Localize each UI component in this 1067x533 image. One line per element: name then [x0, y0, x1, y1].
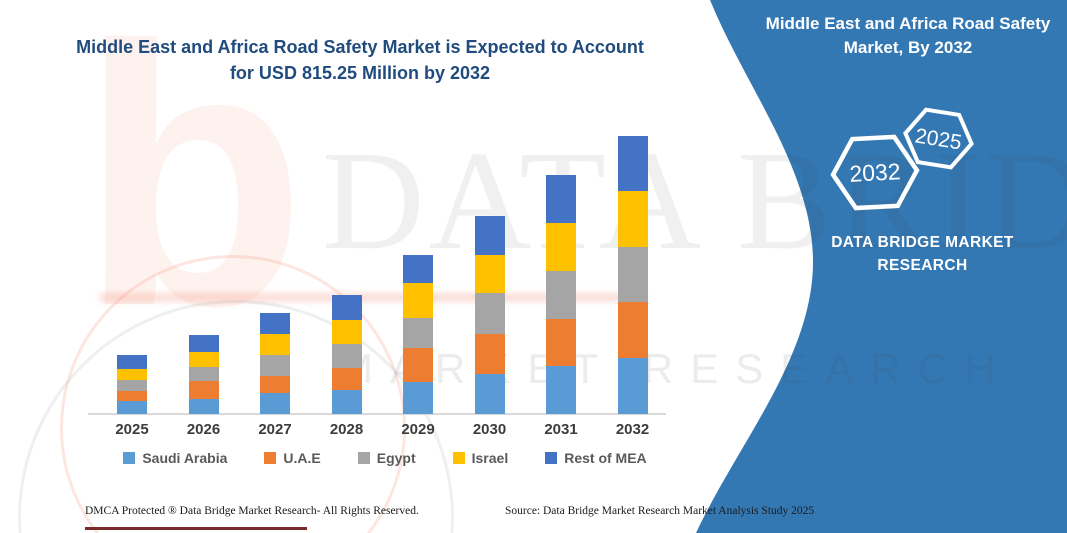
legend-label-u-a-e: U.A.E [283, 450, 321, 466]
hexagon-badges: 2025 2032 [830, 107, 974, 211]
bar-segment-israel [546, 223, 576, 271]
bar-segment-u-a-e [403, 347, 433, 382]
bar-segment-saudi-arabia [617, 357, 648, 414]
legend-label-saudi-arabia: Saudi Arabia [142, 450, 228, 466]
legend-swatch-u-a-e [264, 452, 277, 464]
x-tick-label-2030: 2030 [472, 421, 507, 438]
x-tick-label-2031: 2031 [544, 421, 578, 438]
legend-swatch-egypt [357, 452, 370, 464]
bar-2027 [260, 312, 290, 414]
bar-segment-u-a-e [617, 302, 648, 358]
panel-title-line-1: Middle East and Africa Road Safety [765, 14, 1051, 33]
bar-segment-u-a-e [117, 390, 147, 402]
bar-2031 [546, 175, 576, 414]
bar-segment-egypt [546, 270, 576, 319]
watermark-underline [100, 293, 645, 302]
legend-item-u-a-e: U.A.E [264, 450, 321, 466]
x-tick-label-2032: 2032 [615, 421, 650, 438]
bar-2025 [117, 355, 147, 414]
bar-2026 [188, 334, 219, 414]
legend-swatch-saudi-arabia [123, 452, 136, 464]
bar-segment-saudi-arabia [260, 392, 290, 414]
bar-segment-egypt [403, 317, 433, 348]
brand-text: DATA BRIDGE MARKET RESEARCH [790, 231, 1055, 278]
bar-segment-rest-of-mea [331, 294, 362, 321]
x-tick-label-2025: 2025 [115, 421, 149, 438]
source-note: Source: Data Bridge Market Research Mark… [505, 505, 815, 517]
bar-segment-u-a-e [331, 367, 362, 390]
side-panel-background [696, 0, 1067, 533]
bar-segment-saudi-arabia [188, 399, 219, 414]
bar-segment-saudi-arabia [331, 389, 362, 414]
bar-segment-rest-of-mea [188, 334, 219, 352]
legend-label-rest-of-mea: Rest of MEA [564, 450, 647, 466]
hexagon-2032-icon: 2032 [830, 134, 920, 211]
bar-segment-rest-of-mea [474, 215, 505, 255]
bar-2030 [474, 215, 505, 414]
bar-segment-u-a-e [260, 375, 290, 393]
bar-segment-israel [331, 320, 362, 345]
legend-item-israel: Israel [452, 450, 509, 466]
bar-2029 [403, 254, 433, 414]
legend-label-egypt: Egypt [376, 450, 416, 466]
dmca-notice: DMCA Protected ® Data Bridge Market Rese… [85, 505, 419, 517]
bar-segment-saudi-arabia [474, 374, 505, 414]
bar-segment-egypt [474, 292, 505, 334]
page-title: Middle East and Africa Road Safety Marke… [70, 34, 650, 86]
x-tick-label-2027: 2027 [258, 421, 292, 438]
page-title-line-1: Middle East and Africa Road Safety Marke… [76, 37, 644, 57]
hexagon-2025-label: 2025 [913, 124, 963, 154]
bar-segment-israel [260, 334, 290, 356]
bar-segment-egypt [188, 367, 219, 381]
bar-segment-saudi-arabia [403, 381, 433, 414]
bar-segment-israel [474, 254, 505, 293]
bar-segment-israel [617, 191, 648, 247]
bar-segment-egypt [260, 355, 290, 376]
bar-segment-rest-of-mea [546, 175, 576, 224]
bar-segment-u-a-e [188, 380, 219, 399]
bar-segment-rest-of-mea [617, 136, 648, 192]
bar-segment-saudi-arabia [546, 365, 576, 414]
panel-title-line-2: Market, By 2032 [843, 37, 973, 57]
footer-accent-line [85, 527, 307, 530]
hexagon-2032-label: 2032 [849, 158, 901, 187]
bar-segment-egypt [617, 246, 648, 303]
bar-segment-rest-of-mea [403, 254, 433, 284]
x-tick-label-2029: 2029 [401, 421, 435, 438]
legend-swatch-israel [452, 452, 465, 464]
legend-item-egypt: Egypt [357, 450, 416, 466]
brand-line-1: DATA BRIDGE MARKET [831, 234, 1014, 251]
chart-legend: Saudi Arabia U.A.E Egypt Israel Rest of MEA [90, 450, 680, 466]
legend-item-rest-of-mea: Rest of MEA [545, 450, 647, 466]
bar-segment-egypt [331, 344, 362, 368]
watermark-text-data-bridge: DATA BRIDGE [322, 121, 1067, 279]
watermark-text-market-research: MARKET RESEARCH [338, 345, 1013, 392]
bar-segment-rest-of-mea [117, 355, 147, 370]
bar-segment-egypt [117, 379, 147, 391]
panel-title: Middle East and Africa Road Safety Marke… [763, 12, 1053, 60]
bar-segment-u-a-e [546, 318, 576, 366]
legend-item-saudi-arabia: Saudi Arabia [123, 450, 227, 466]
x-tick-label-2028: 2028 [329, 421, 364, 438]
bar-2028 [331, 294, 362, 414]
legend-label-israel: Israel [471, 450, 509, 466]
bar-segment-israel [188, 351, 219, 368]
bar-segment-israel [117, 369, 147, 380]
bar-segment-rest-of-mea [260, 312, 290, 335]
bar-segment-saudi-arabia [117, 401, 147, 414]
page-title-line-2: for USD 815.25 Million by 2032 [229, 63, 491, 84]
x-tick-label-2026: 2026 [186, 421, 221, 438]
bar-segment-u-a-e [474, 333, 505, 375]
bar-2032 [617, 136, 648, 414]
legend-swatch-rest-of-mea [545, 452, 558, 464]
x-axis-line [88, 413, 666, 415]
bar-segment-israel [403, 283, 433, 318]
brand-line-2: RESEARCH [877, 257, 968, 275]
